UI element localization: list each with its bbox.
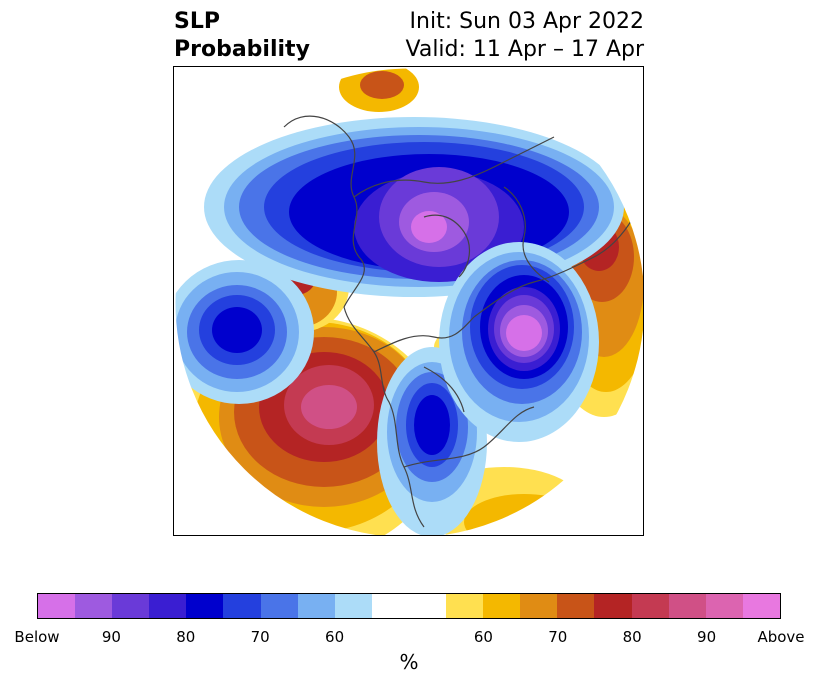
init-date: Init: Sun 03 Apr 2022: [409, 9, 644, 34]
colorbar-segment: [223, 594, 261, 618]
colorbar-segment: [297, 594, 335, 618]
colorbar-segment: [668, 594, 706, 618]
below-region-pacific: [175, 260, 314, 404]
colorbar-segment: [112, 594, 150, 618]
colorbar-tick-label: 90: [697, 628, 717, 646]
colorbar-tick-label: 80: [176, 628, 196, 646]
map-panel: [173, 66, 644, 536]
colorbar-segment: [446, 594, 484, 618]
colorbar-tick-label: 90: [101, 628, 121, 646]
colorbar-tick-label: 70: [250, 628, 270, 646]
colorbar-tick-label: 60: [473, 628, 493, 646]
coastlines: [283, 115, 640, 528]
colorbar-segment: [371, 594, 409, 618]
colorbar-segment: [149, 594, 187, 618]
colorbar-segment: [483, 594, 521, 618]
colorbar-segment: [557, 594, 595, 618]
colorbar-tick-label: 70: [548, 628, 568, 646]
map-title-variable: SLP Probability: [174, 8, 310, 64]
valid-range: Valid: 11 Apr – 17 Apr: [405, 37, 645, 62]
below-region-atlantic: [439, 242, 599, 442]
probability-map: [174, 67, 643, 535]
colorbar-segment: [520, 594, 558, 618]
colorbar-segment: [334, 594, 372, 618]
colorbar-segment: [705, 594, 743, 618]
colorbar-segment: [631, 594, 669, 618]
colorbar: [37, 593, 781, 619]
colorbar-segment: [260, 594, 298, 618]
colorbar-tick-label: 80: [622, 628, 642, 646]
colorbar-segment: [594, 594, 632, 618]
colorbar-segment: [186, 594, 224, 618]
colorbar-segment: [408, 594, 447, 618]
colorbar-segment: [38, 594, 76, 618]
colorbar-tick-label: Above: [757, 628, 805, 646]
colorbar-segment: [75, 594, 113, 618]
colorbar-tick-label: 60: [325, 628, 345, 646]
colorbar-label: %: [399, 650, 419, 674]
colorbar-tick-label: Below: [14, 628, 60, 646]
map-title-dates: Init: Sun 03 Apr 2022 Valid: 11 Apr – 17…: [406, 8, 645, 64]
probability-field: [175, 68, 643, 535]
colorbar-segment: [742, 594, 780, 618]
title-line-2: Probability: [174, 37, 310, 62]
title-line-1: SLP: [174, 9, 220, 34]
above-region-north: [339, 68, 419, 112]
